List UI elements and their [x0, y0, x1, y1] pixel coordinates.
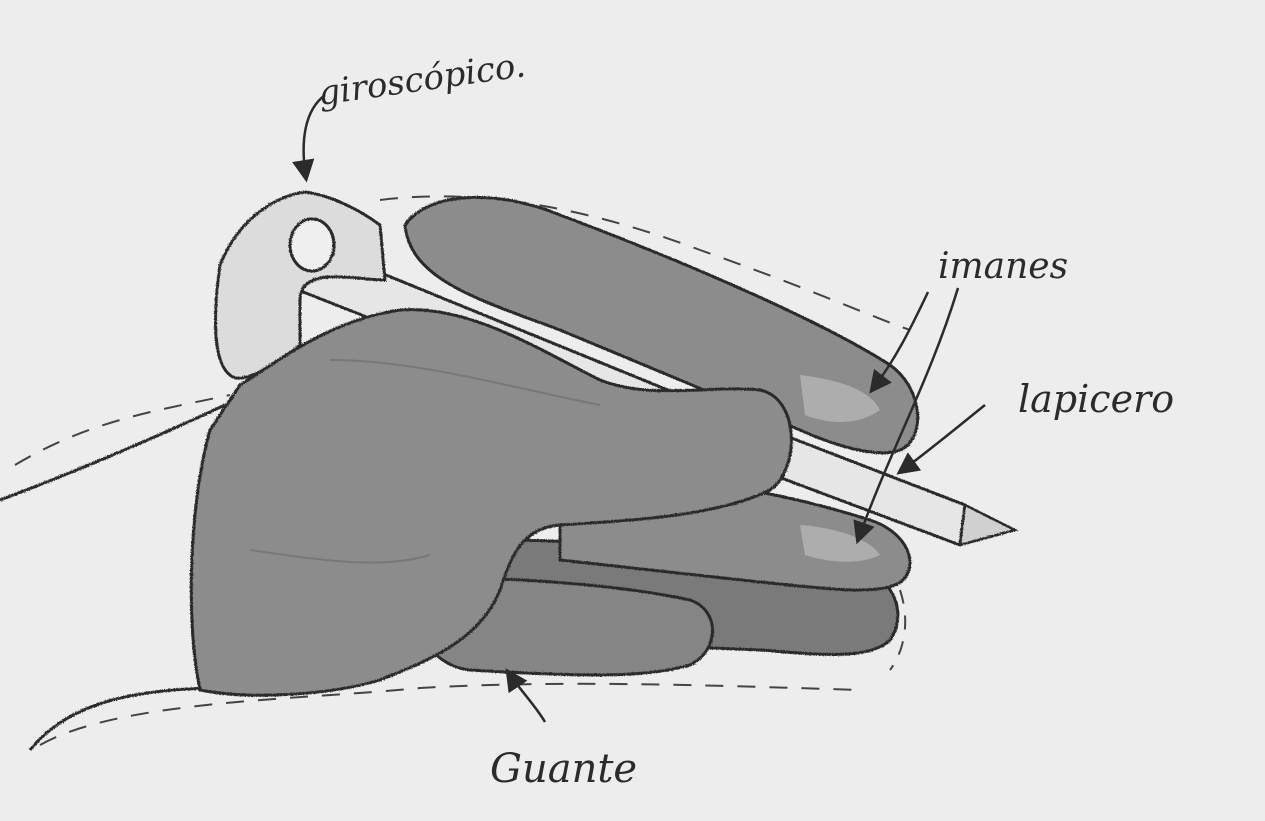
wrist-line-upper	[0, 403, 226, 502]
label-guante: Guante	[490, 746, 637, 792]
glove-dashed-tip	[889, 589, 907, 671]
hand-shading	[249, 359, 601, 564]
arrow-imanes-index	[869, 291, 930, 394]
arrow-imanes-middle	[853, 287, 960, 545]
glove-dashed-cuff	[14, 394, 231, 466]
label-imanes: imanes	[938, 246, 1068, 287]
wrist-line-lower	[28, 686, 211, 751]
index-finger	[403, 195, 920, 455]
arrow-giroscopico	[292, 94, 326, 183]
middle-finger-magnet-highlight	[800, 525, 880, 562]
index-finger-magnet-highlight	[800, 375, 880, 422]
pen-tip	[958, 503, 1019, 547]
gyroscope-ring	[288, 217, 336, 273]
label-lapicero: lapicero	[1018, 377, 1174, 421]
arrow-lapicero	[896, 404, 986, 475]
gyroscope-block	[214, 190, 387, 380]
glove-dashed-bottom	[39, 682, 861, 746]
arrow-guante	[505, 668, 547, 723]
hand-back-palm	[189, 308, 793, 697]
